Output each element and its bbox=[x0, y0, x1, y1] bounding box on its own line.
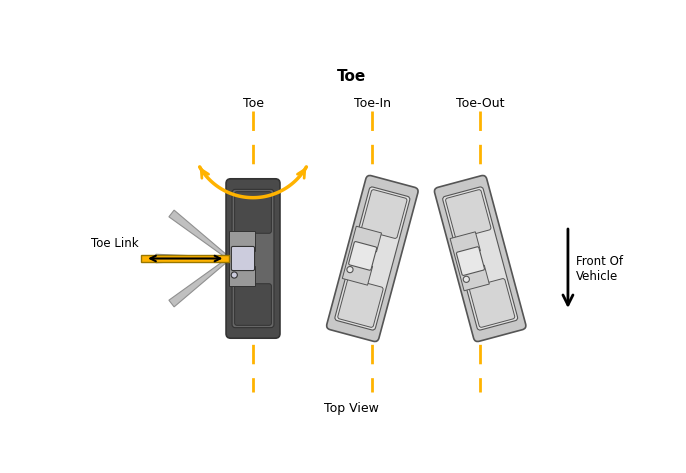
Text: Toe Link: Toe Link bbox=[91, 236, 139, 250]
Polygon shape bbox=[169, 257, 230, 307]
Circle shape bbox=[463, 276, 469, 282]
Text: Top View: Top View bbox=[324, 402, 379, 415]
FancyBboxPatch shape bbox=[456, 247, 484, 275]
Text: Toe-In: Toe-In bbox=[354, 97, 391, 110]
FancyBboxPatch shape bbox=[235, 192, 272, 233]
Text: Toe: Toe bbox=[337, 69, 366, 84]
Polygon shape bbox=[450, 232, 489, 291]
Text: Toe-Out: Toe-Out bbox=[456, 97, 504, 110]
FancyBboxPatch shape bbox=[362, 190, 407, 238]
FancyBboxPatch shape bbox=[335, 187, 410, 330]
FancyBboxPatch shape bbox=[442, 187, 518, 330]
Text: Toe: Toe bbox=[243, 97, 263, 110]
FancyBboxPatch shape bbox=[226, 179, 280, 338]
FancyBboxPatch shape bbox=[446, 190, 491, 238]
Polygon shape bbox=[169, 210, 230, 260]
FancyBboxPatch shape bbox=[235, 284, 272, 325]
Circle shape bbox=[347, 266, 353, 272]
Text: Front Of
Vehicle: Front Of Vehicle bbox=[576, 254, 623, 282]
FancyBboxPatch shape bbox=[434, 175, 526, 342]
FancyBboxPatch shape bbox=[338, 279, 383, 327]
FancyBboxPatch shape bbox=[231, 246, 255, 271]
FancyBboxPatch shape bbox=[469, 279, 514, 327]
Polygon shape bbox=[156, 254, 229, 263]
FancyBboxPatch shape bbox=[327, 175, 418, 342]
FancyBboxPatch shape bbox=[232, 189, 274, 328]
Circle shape bbox=[231, 272, 237, 278]
Polygon shape bbox=[229, 231, 255, 286]
Polygon shape bbox=[342, 226, 381, 285]
FancyBboxPatch shape bbox=[348, 242, 377, 270]
Bar bbox=[141, 255, 229, 262]
